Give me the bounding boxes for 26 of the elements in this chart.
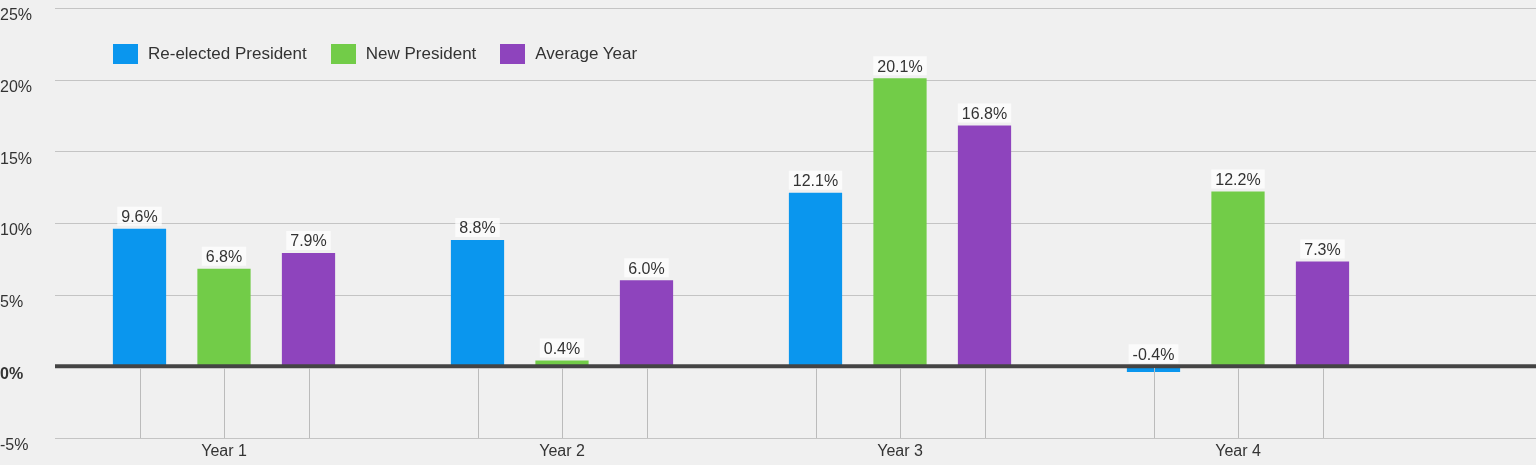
data-label: 6.0% [628,259,665,277]
data-label: 8.8% [459,219,496,237]
data-label: 12.2% [1215,170,1261,188]
y-tick-label: 15% [0,149,33,167]
legend-label: Average Year [535,44,638,64]
data-label: 12.1% [792,172,839,190]
data-label: 7.3% [1304,240,1341,258]
data-label: 9.6% [121,208,158,226]
y-tick-label: 20% [0,78,33,96]
x-tick-label: Year 3 [877,441,923,459]
legend-label: Re-elected President [148,44,307,64]
y-tick-label: -5% [0,436,29,454]
legend-label: New President [365,44,477,64]
data-label: 20.1% [877,57,923,75]
data-label: -0.4% [1132,345,1175,363]
data-label: 16.8% [961,104,1008,122]
x-tick-label: Year 4 [1215,441,1261,459]
y-tick-label: 5% [0,292,24,310]
data-label: 0.4% [543,339,581,357]
x-tick-label: Year 1 [201,441,247,459]
y-tick-label: 0% [0,364,24,382]
data-label: 6.8% [205,248,243,266]
x-tick-label: Year 2 [539,441,585,459]
y-tick-label: 10% [0,221,33,239]
y-tick-label: 25% [0,6,33,24]
data-label: 7.9% [290,232,327,250]
